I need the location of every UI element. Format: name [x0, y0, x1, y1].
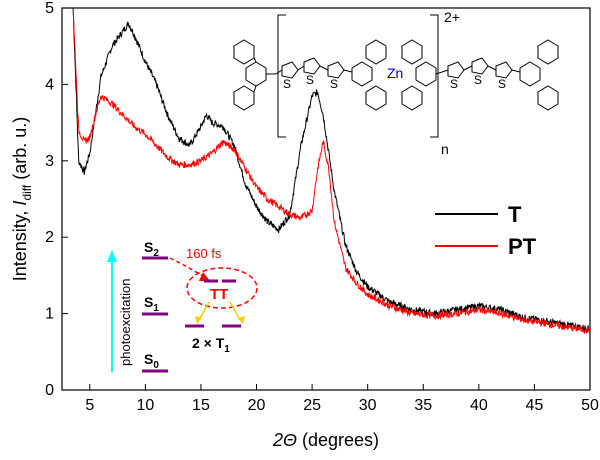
sulfur-label-4: S	[450, 77, 458, 91]
pyridine-ring-10	[519, 61, 541, 87]
energy-diagram-inset: photoexcitation S2 S1 S0 160 fs TT 2 × T…	[107, 239, 258, 373]
y-tick-label: 1	[45, 306, 54, 323]
split-arrow-right	[229, 301, 241, 321]
pyridine-ring-12	[537, 85, 559, 111]
bond	[463, 65, 473, 71]
x-tick-label: 30	[359, 397, 377, 414]
y-tick-label: 0	[45, 382, 54, 399]
x-tick-label: 35	[414, 397, 432, 414]
x-tick-label: 15	[192, 397, 210, 414]
x-tick-label: 10	[136, 397, 154, 414]
repeat-label: n	[441, 141, 449, 157]
y-tick-label: 5	[45, 0, 54, 17]
bond	[297, 65, 305, 71]
chemical-structure	[233, 14, 559, 138]
bond	[253, 85, 257, 93]
pyridine-ring-11	[537, 39, 559, 65]
pyridine-ring-9	[401, 85, 423, 111]
x-tick-label: 45	[526, 397, 544, 414]
y-tick-label: 2	[45, 229, 54, 246]
thiophene-ring-3	[327, 61, 345, 79]
y-tick-label: 4	[45, 76, 54, 93]
pyridine-ring-5	[365, 39, 387, 65]
bond	[319, 65, 329, 71]
bracket-left	[277, 14, 286, 138]
photoexcitation-arrowhead	[107, 250, 117, 262]
split-arrowhead-left	[195, 316, 202, 324]
sulfur-label-2: S	[306, 73, 314, 87]
thiophene-ring-6	[495, 61, 513, 79]
pyridine-ring-7	[401, 39, 423, 65]
bond	[343, 69, 353, 73]
sulfur-label-5: S	[474, 73, 482, 87]
time-label: 160 fs	[186, 246, 222, 261]
charge-label: 2+	[444, 9, 460, 25]
pyridine-ring-8	[415, 61, 437, 87]
x-tick-label: 50	[581, 397, 599, 414]
series-line-t	[72, 8, 591, 334]
pyridine-ring-1	[233, 39, 255, 65]
plot-frame	[61, 7, 591, 391]
x-tick-label: 40	[470, 397, 488, 414]
bond	[487, 65, 497, 71]
legend-label-t: T	[508, 202, 522, 227]
x-tick-label: 20	[248, 397, 266, 414]
pyridine-ring-2	[245, 61, 267, 87]
thiophene-ring-4	[447, 61, 465, 79]
tt-label: TT	[210, 286, 228, 303]
bond	[435, 69, 449, 75]
split-arrowhead-right	[238, 316, 245, 324]
level-s0-label: S0	[144, 351, 159, 371]
sulfur-label-3: S	[330, 77, 338, 91]
pyridine-ring-4	[351, 61, 373, 87]
sulfur-label-1: S	[283, 77, 291, 91]
series-group	[72, 8, 591, 335]
x-tick-label: 5	[85, 397, 94, 414]
x-tick-label: 25	[303, 397, 321, 414]
transfer-arrow	[169, 257, 207, 279]
transfer-arrowhead	[199, 272, 210, 281]
pyridine-ring-6	[365, 85, 387, 111]
bracket-right	[430, 14, 439, 138]
legend: T PT	[435, 202, 537, 259]
thiophene-ring-2	[303, 57, 321, 75]
level-s1-label: S1	[144, 294, 159, 314]
series-line-pt	[72, 9, 591, 335]
bond	[511, 69, 521, 73]
photoexcitation-label: photoexcitation	[118, 279, 133, 366]
y-axis-title: Intensity, Idiff (arb. u.)	[10, 117, 34, 282]
thiophene-ring-1	[281, 61, 299, 79]
bond	[275, 69, 283, 75]
level-s2-label: S2	[144, 239, 159, 259]
triplet-label: 2 × T1	[192, 335, 230, 355]
metal-label: Zn	[387, 65, 403, 81]
sulfur-label-6: S	[498, 77, 506, 91]
pyridine-ring-3	[233, 85, 255, 111]
x-axis-title: 2Θ (degrees)	[272, 430, 379, 450]
bond	[253, 57, 257, 63]
split-arrow-left	[198, 301, 210, 321]
y-tick-label: 3	[45, 153, 54, 170]
thiophene-ring-5	[471, 57, 489, 75]
legend-label-pt: PT	[508, 234, 537, 259]
tt-ellipse	[186, 267, 258, 309]
